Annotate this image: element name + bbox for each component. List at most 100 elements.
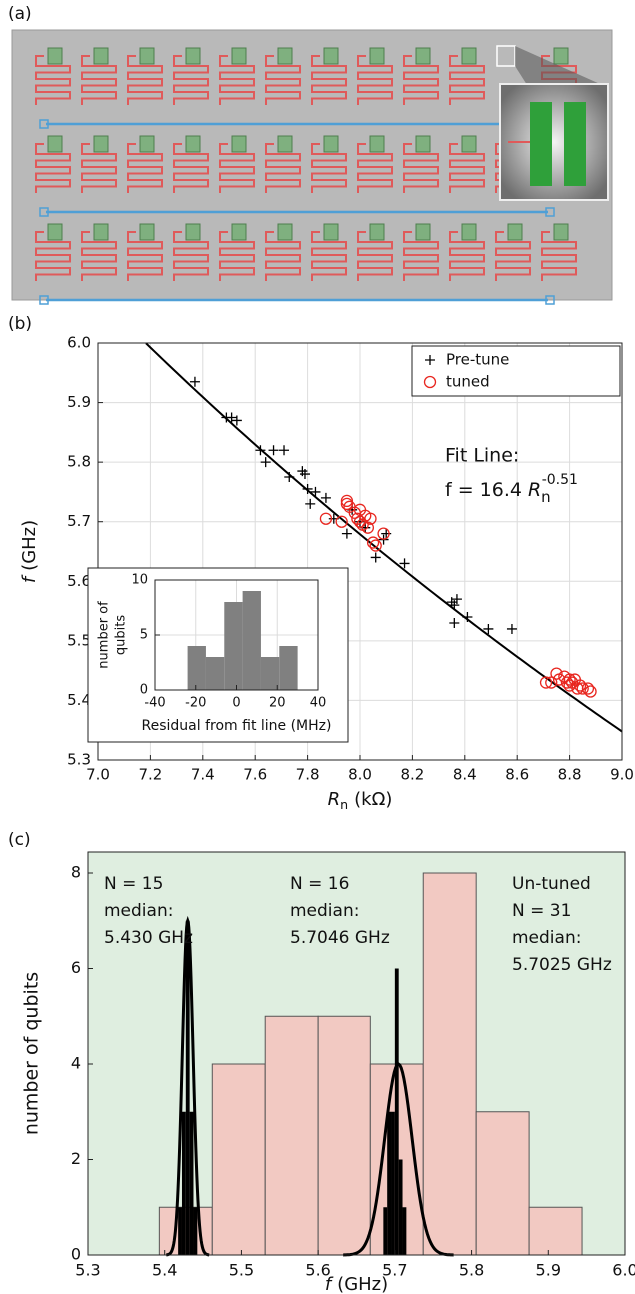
junction-pad (415, 47, 431, 65)
y-tick-label: 5.6 (67, 572, 91, 590)
point (539, 676, 553, 689)
legend-label: Pre-tune (446, 351, 509, 369)
junction-pad (369, 223, 385, 241)
junction-pad (323, 135, 339, 153)
point (255, 445, 266, 456)
point (268, 445, 279, 456)
histogram-bar (394, 968, 399, 1255)
x-axis-label: f (GHz) (325, 1274, 388, 1294)
annotation: 5.7025 GHz (512, 955, 612, 975)
x-tick-label: 5.3 (75, 1261, 100, 1280)
x-axis-label: Residual from fit line (MHz) (142, 718, 332, 734)
y-tick-label: 5 (140, 628, 148, 643)
point (584, 685, 597, 698)
histogram-bar (528, 1206, 583, 1256)
resonator-meander (81, 143, 117, 193)
junction-pad (139, 135, 155, 153)
junction-pad (323, 47, 339, 65)
x-tick-label: 7.8 (296, 766, 320, 784)
point (364, 512, 377, 525)
resonator-meander (35, 231, 71, 281)
histogram-bar (260, 657, 280, 690)
zoom-junction (530, 102, 552, 186)
point (545, 676, 558, 689)
annotation: 5.430 GHz (104, 928, 193, 948)
x-tick-label: 6.0 (612, 1261, 635, 1280)
x-tick-label: 8.2 (400, 766, 424, 784)
histogram-bar (387, 1111, 392, 1255)
point (340, 494, 354, 508)
y-tick-label: 2 (71, 1149, 81, 1168)
fit-subscript: n (541, 488, 551, 506)
y-axis-label: number of qubits (21, 972, 43, 1135)
point (299, 469, 310, 480)
histogram-bar (317, 1015, 371, 1256)
point (560, 676, 574, 689)
junction-pad (139, 47, 155, 65)
x-tick-label: 7.0 (86, 766, 110, 784)
y-tick-label: 8 (71, 863, 81, 882)
y-axis-label: f (GHz) (19, 520, 40, 583)
point (353, 503, 367, 516)
fit-exponent: -0.51 (542, 472, 578, 488)
x-tick-label: 7.2 (138, 766, 162, 784)
junction-pad (553, 223, 569, 241)
point (189, 376, 200, 387)
histogram-bar (181, 1111, 186, 1255)
resonator-meander (449, 55, 485, 105)
histogram-bar (185, 920, 190, 1255)
histogram-bar (264, 1015, 319, 1256)
point (302, 483, 313, 494)
histogram-bar (398, 1159, 403, 1255)
resonator-meander (219, 231, 255, 281)
annotation: N = 15 (104, 874, 163, 894)
histogram-bar (193, 1207, 198, 1255)
feedline-pad (39, 207, 49, 217)
micrograph (11, 29, 613, 305)
point (563, 673, 576, 686)
fit-variable: R (528, 479, 541, 501)
inset-box (87, 567, 349, 743)
x-tick-label: 5.7 (382, 1261, 407, 1280)
histogram-bar (402, 1207, 407, 1255)
x-tick-label: 8.8 (558, 766, 582, 784)
junction-pad (185, 135, 201, 153)
junction-pad (461, 47, 477, 65)
annotation: 5.7046 GHz (290, 928, 390, 948)
point (370, 552, 381, 563)
annotation: median: (104, 901, 173, 921)
x-tick-label: 40 (310, 696, 327, 711)
point (340, 497, 354, 510)
annotation: median: (290, 901, 359, 921)
point (550, 667, 563, 680)
point (305, 498, 316, 509)
x-tick-label: -40 (144, 696, 165, 711)
resonator-meander (357, 143, 393, 193)
y-tick-label: 5.5 (67, 631, 91, 649)
junction-pad (185, 223, 201, 241)
point (341, 528, 352, 539)
resonator-meander (357, 55, 393, 105)
axis-symbol: R (328, 789, 341, 810)
x-tick-label: -20 (185, 696, 206, 711)
histogram-bar (475, 1111, 530, 1256)
point (319, 512, 333, 525)
point (451, 594, 462, 605)
histogram-bar (279, 646, 298, 690)
resonator-meander (127, 143, 163, 193)
histogram-bar (205, 657, 225, 690)
fit-lhs: f = (445, 479, 474, 501)
legend-box (411, 345, 621, 397)
junction-pad (461, 223, 477, 241)
junction-pad (461, 135, 477, 153)
resonator-meander (173, 143, 209, 193)
junction-pad (323, 223, 339, 241)
point (284, 472, 295, 483)
resonator-meander (449, 143, 485, 193)
resonator-meander (265, 231, 301, 281)
resonator-meander (219, 55, 255, 105)
junction-pad (553, 47, 569, 65)
resonator-meander (311, 143, 347, 193)
resonator-meander (357, 231, 393, 281)
